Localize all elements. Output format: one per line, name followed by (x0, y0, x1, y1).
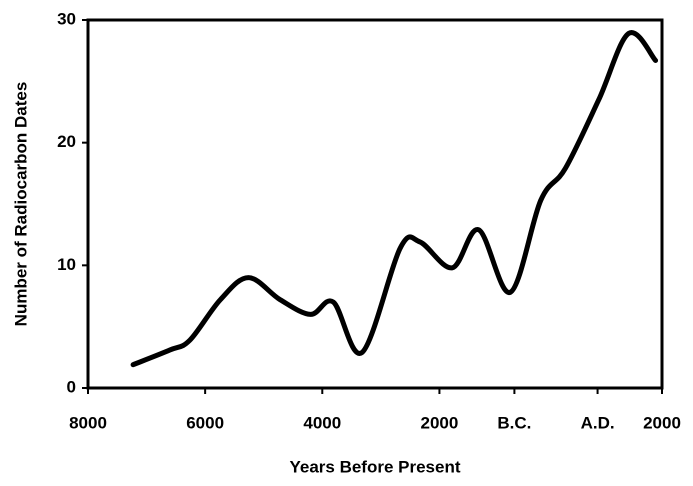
y-tick-label: 0 (67, 377, 76, 396)
x-tick-label: 6000 (186, 413, 224, 432)
x-tick-label: 8000 (69, 413, 107, 432)
x-axis-label: Years Before Present (289, 457, 460, 476)
x-tick-label: 2000 (421, 413, 459, 432)
y-axis-label: Number of Radiocarbon Dates (11, 82, 30, 327)
x-tick-label: 4000 (303, 413, 341, 432)
y-tick-label: 10 (57, 255, 76, 274)
data-line (130, 30, 659, 368)
y-tick-label: 30 (57, 9, 76, 28)
x-tick-label: B.C. (497, 413, 531, 432)
plot-frame (86, 18, 664, 390)
x-tick-label: A.D. (581, 413, 615, 432)
y-tick-label: 20 (57, 132, 76, 151)
x-tick-label: 2000 (643, 413, 681, 432)
